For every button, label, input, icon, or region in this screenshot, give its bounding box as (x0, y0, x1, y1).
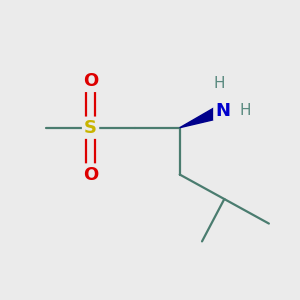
Text: H: H (213, 76, 225, 91)
Polygon shape (180, 104, 225, 128)
Text: O: O (83, 166, 98, 184)
Text: S: S (84, 119, 97, 137)
Text: N: N (215, 102, 230, 120)
Text: O: O (83, 72, 98, 90)
Text: H: H (239, 103, 251, 118)
